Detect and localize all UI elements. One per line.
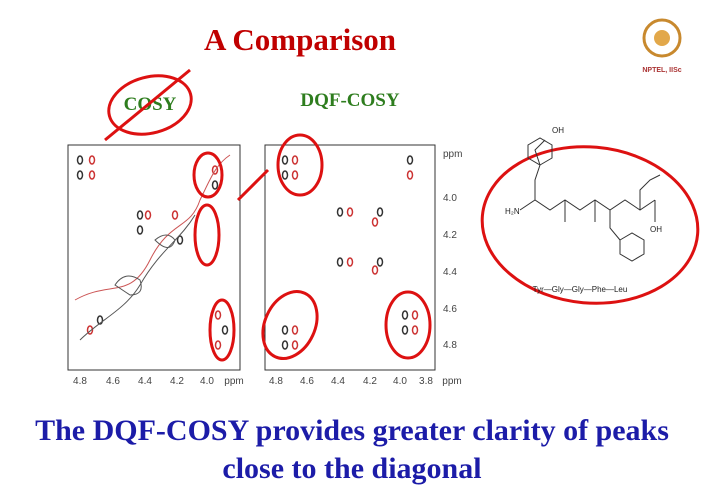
y-tick-label: ppm	[443, 149, 462, 160]
x-tick-label: 4.0	[393, 376, 407, 387]
atom-label: H₂N	[505, 207, 520, 216]
y-tick-label: 4.4	[443, 267, 457, 278]
y-tick-label: 4.2	[443, 230, 457, 241]
x-tick-label: 4.8	[73, 376, 87, 387]
molecule-caption: Tyr—Gly—Gly—Phe—Leu	[533, 285, 628, 294]
x-tick-label: 4.2	[170, 376, 184, 387]
x-tick-label: 4.4	[138, 376, 152, 387]
x-tick-label: ppm	[224, 376, 243, 387]
x-tick-label: 3.8	[419, 376, 433, 387]
footer-line: The DQF-COSY provides greater clarity of…	[35, 414, 669, 447]
atom-label: OH	[552, 126, 564, 135]
footer-line: close to the diagonal	[222, 452, 481, 485]
slide-title: A Comparison	[204, 22, 396, 57]
slide: A Comparison NPTEL, IISc COSY DQF-COSY 4…	[0, 0, 705, 498]
y-tick-label: 4.8	[443, 340, 457, 351]
x-tick-label: 4.6	[300, 376, 314, 387]
x-tick-label: ppm	[442, 376, 461, 387]
logo-text: NPTEL, IISc	[642, 67, 681, 74]
x-tick-label: 4.6	[106, 376, 120, 387]
atom-label: OH	[650, 225, 662, 234]
x-tick-label: 4.2	[363, 376, 377, 387]
x-tick-label: 4.4	[331, 376, 345, 387]
panel-label: DQF-COSY	[300, 90, 400, 111]
y-tick-label: 4.0	[443, 193, 457, 204]
x-tick-label: 4.8	[269, 376, 283, 387]
y-tick-label: 4.6	[443, 304, 457, 315]
x-tick-label: 4.0	[200, 376, 214, 387]
